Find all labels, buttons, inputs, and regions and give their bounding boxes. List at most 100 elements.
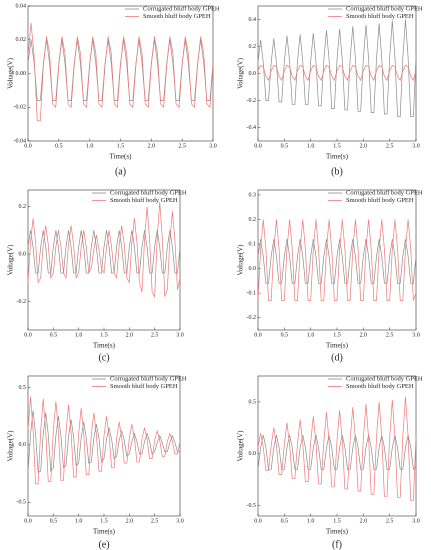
y-tick-label: 0.04 xyxy=(16,3,27,9)
x-tick-label: 3.0 xyxy=(412,143,420,149)
y-tick-label: 0.0 xyxy=(19,251,27,257)
legend-label: Smooth bluff body GPEH xyxy=(110,197,178,204)
y-tick-label: 0.1 xyxy=(249,241,257,247)
x-tick-label: 1.5 xyxy=(100,332,108,338)
x-tick-label: 0.0 xyxy=(254,332,262,338)
x-tick-label: 2.5 xyxy=(151,332,159,338)
x-tick-label: 2.5 xyxy=(178,143,186,149)
plot-frame xyxy=(27,189,181,331)
x-tick-label: 3.0 xyxy=(176,518,184,524)
data-line xyxy=(257,435,417,471)
x-tick-label: 2.0 xyxy=(126,332,134,338)
x-tick-label: 0.0 xyxy=(24,143,32,149)
data-line xyxy=(27,39,214,101)
data-line xyxy=(257,19,417,118)
x-tick-label: 3.0 xyxy=(209,143,217,149)
y-tick-label: 0.0 xyxy=(249,451,257,457)
x-tick-label: 0.5 xyxy=(50,518,58,524)
x-tick-label: 0.5 xyxy=(55,143,63,149)
data-line xyxy=(27,410,180,473)
x-tick-label: 0.5 xyxy=(50,332,58,338)
x-axis-label: Time(s) xyxy=(326,153,349,161)
legend-label: Corrugated bluff body GPEH xyxy=(110,375,187,382)
data-line xyxy=(27,22,214,122)
legend-label: Smooth bluff body GPEH xyxy=(110,383,178,390)
legend-label: Corrugated bluff body GPEH xyxy=(346,375,423,382)
panel-label: (f) xyxy=(332,539,342,550)
y-axis-label: Voltage(V) xyxy=(7,244,15,276)
x-tick-label: 0.5 xyxy=(281,143,289,149)
x-tick-label: 1.5 xyxy=(117,143,125,149)
x-tick-label: 0.0 xyxy=(254,143,262,149)
y-tick-label: 0.2 xyxy=(249,44,257,50)
panel-label: (d) xyxy=(331,352,343,363)
x-tick-label: 1.5 xyxy=(333,518,341,524)
x-tick-label: 2.5 xyxy=(386,332,394,338)
plot-frame xyxy=(27,5,214,142)
y-axis-label: Voltage(V) xyxy=(7,430,15,462)
panel-label: (b) xyxy=(331,166,343,177)
x-axis-label: Time(s) xyxy=(93,528,116,536)
data-line xyxy=(257,396,417,501)
x-tick-label: 1.0 xyxy=(307,332,315,338)
x-tick-label: 0.0 xyxy=(254,518,262,524)
plot-frame xyxy=(27,375,181,517)
y-axis-label: Voltage(V) xyxy=(237,57,245,89)
x-tick-label: 1.5 xyxy=(100,518,108,524)
x-tick-label: 2.0 xyxy=(126,518,134,524)
y-tick-label: -0.02 xyxy=(14,105,27,111)
legend-label: Smooth bluff body GPEH xyxy=(143,13,211,20)
x-tick-label: 2.5 xyxy=(386,518,394,524)
data-line xyxy=(27,201,181,299)
x-tick-label: 2.0 xyxy=(360,332,368,338)
y-tick-label: -0.2 xyxy=(17,299,27,305)
y-tick-label: 0.4 xyxy=(249,17,257,23)
data-line xyxy=(257,64,417,82)
legend-label: Corrugated bluff body GPEH xyxy=(143,5,220,12)
x-tick-label: 2.0 xyxy=(360,143,368,149)
legend-label: Smooth bluff body GPEH xyxy=(346,383,414,390)
x-tick-label: 1.5 xyxy=(333,143,341,149)
data-line xyxy=(27,230,181,274)
x-tick-label: 3.0 xyxy=(412,518,420,524)
legend-label: Corrugated bluff body GPEH xyxy=(110,189,187,196)
x-tick-label: 2.0 xyxy=(360,518,368,524)
data-line xyxy=(27,396,181,485)
x-tick-label: 1.0 xyxy=(86,143,94,149)
x-tick-label: 3.0 xyxy=(412,332,420,338)
x-tick-label: 0.5 xyxy=(281,332,289,338)
y-tick-label: -0.2 xyxy=(247,98,257,104)
data-line xyxy=(257,239,417,284)
x-tick-label: 0.0 xyxy=(24,332,32,338)
y-tick-label: 0.0 xyxy=(249,71,257,77)
x-tick-label: 1.0 xyxy=(75,518,83,524)
y-axis-label: Voltage(V) xyxy=(237,244,245,276)
legend-label: Corrugated bluff body GPEH xyxy=(346,189,423,196)
legend-label: Smooth bluff body GPEH xyxy=(346,13,414,20)
y-tick-label: 0.0 xyxy=(249,266,257,272)
plot-frame xyxy=(257,189,417,331)
y-axis-label: Voltage(V) xyxy=(7,57,15,89)
data-line xyxy=(257,219,417,301)
legend-label: Corrugated bluff body GPEH xyxy=(346,5,423,12)
x-tick-label: 2.5 xyxy=(386,143,394,149)
x-tick-label: 3.0 xyxy=(176,332,184,338)
x-tick-label: 2.5 xyxy=(151,518,159,524)
x-axis-label: Time(s) xyxy=(326,342,349,350)
x-axis-label: Time(s) xyxy=(326,528,349,536)
x-tick-label: 2.0 xyxy=(148,143,156,149)
y-tick-label: -0.1 xyxy=(247,291,257,297)
y-tick-label: 0.2 xyxy=(19,204,27,210)
legend-label: Smooth bluff body GPEH xyxy=(346,197,414,204)
y-tick-label: 0.5 xyxy=(19,385,27,391)
y-tick-label: 0.3 xyxy=(249,192,257,198)
y-axis-label: Voltage(V) xyxy=(237,430,245,462)
y-tick-label: 0.0 xyxy=(19,442,27,448)
x-tick-label: 0.5 xyxy=(281,518,289,524)
y-tick-label: -0.5 xyxy=(247,503,257,509)
y-tick-label: -0.04 xyxy=(14,138,27,144)
y-tick-label: 0.5 xyxy=(249,399,257,405)
panel-label: (c) xyxy=(98,352,109,363)
y-tick-label: -0.5 xyxy=(17,500,27,506)
